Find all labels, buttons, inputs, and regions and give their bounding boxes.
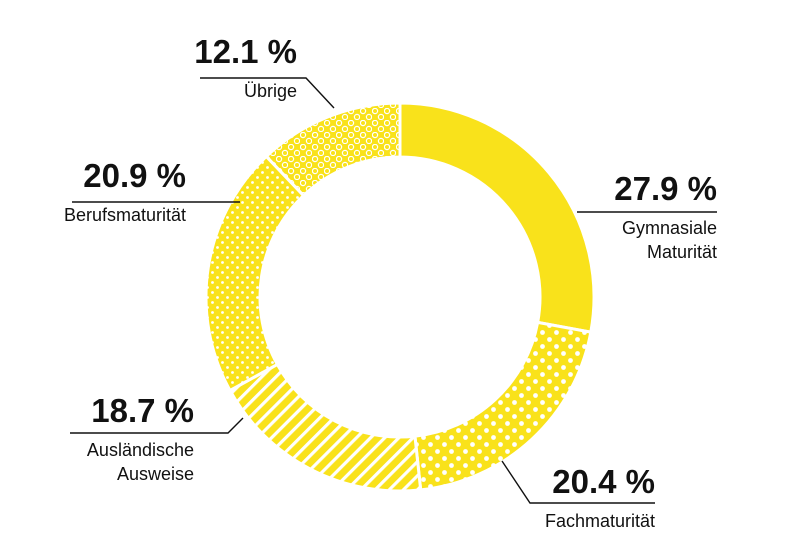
value-label-berufsmaturitat: 20.9 %	[83, 157, 186, 194]
slices	[204, 101, 596, 493]
category-label-gymnasiale-maturitat: Gymnasiale	[622, 218, 717, 238]
value-label-fachmaturitat: 20.4 %	[552, 463, 655, 500]
category-label-auslandische-ausweise: Ausweise	[117, 464, 194, 484]
category-label-gymnasiale-maturitat: Maturität	[647, 242, 717, 262]
value-label-auslandische-ausweise: 18.7 %	[91, 392, 194, 429]
category-label-fachmaturitat: Fachmaturität	[545, 511, 655, 531]
category-label-ubrige: Übrige	[244, 81, 297, 101]
labels: 27.9 % Gymnasiale Maturität 20.4 % Fachmatur…	[64, 33, 717, 531]
leader-line-ubrige	[200, 77, 335, 109]
value-label-gymnasiale-maturitat: 27.9 %	[614, 170, 717, 207]
value-label-ubrige: 12.1 %	[194, 33, 297, 70]
category-label-berufsmaturitat: Berufsmaturität	[64, 205, 186, 225]
category-label-auslandische-ausweise: Ausländische	[87, 440, 194, 460]
leader-lines	[70, 77, 717, 504]
slice-berufsmaturitat	[204, 154, 306, 393]
leader-line-fachmaturitat	[501, 460, 655, 504]
leader-line-auslandische-ausweise	[70, 417, 244, 434]
slice-auslandische-ausweise	[227, 362, 423, 493]
slice-ubrige	[264, 101, 402, 198]
slice-gymnasiale-maturitat	[398, 101, 596, 334]
